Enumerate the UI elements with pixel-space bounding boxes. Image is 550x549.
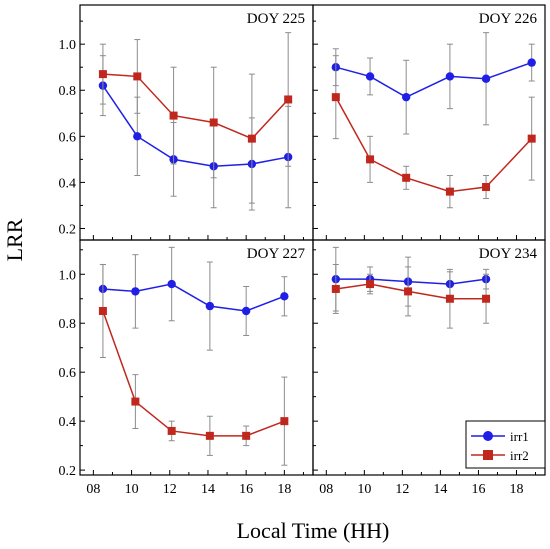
y-tick-label: 0.2 [59,464,77,479]
data-point [133,72,142,81]
panel-title: DOY 226 [479,11,538,27]
legend-item-irr2: irr2 [471,448,529,463]
data-point [280,417,289,426]
data-point [133,132,142,141]
data-point [209,118,218,127]
data-point [205,301,215,311]
series-line [335,61,532,99]
data-point [205,431,214,440]
series-irr1 [98,55,293,211]
panel-doy-234: DOY 234 08 10 12 14 16 18 [312,239,546,497]
x-tick-label: 08 [319,482,333,497]
y-tick-label: 0.8 [59,84,77,99]
data-point [280,292,289,301]
y-tick-label: 0.4 [59,176,77,191]
data-point [247,134,256,143]
panel-title: DOY 227 [247,246,306,262]
data-point [366,155,375,164]
data-point [98,306,107,315]
series-irr2 [98,263,289,466]
y-tick-label: 0.4 [59,415,77,430]
panel-title: DOY 225 [247,11,305,27]
legend-box [465,420,546,469]
legend-label: irr1 [510,429,529,444]
x-tick-label: 12 [163,482,177,497]
data-point [482,294,491,303]
data-point [527,134,536,143]
data-point [331,93,340,102]
data-point [482,183,491,192]
data-point [284,95,293,104]
series-irr1 [331,246,491,312]
data-point [169,111,178,120]
panel-doy-227: DOY 227 0.2 0.4 0.6 0.8 1.0 08 10 12 14 16 18 [59,239,314,497]
x-tick-label: 08 [86,482,100,497]
data-point [527,58,536,67]
series-line [102,310,285,437]
series-irr2 [331,263,491,329]
data-point [481,74,491,83]
series-irr1 [98,246,289,351]
legend: irr1 irr2 [465,420,546,469]
data-point [404,287,413,296]
series-line [102,85,289,168]
panel-frame [79,239,314,476]
data-point [242,431,251,440]
legend-item-irr1: irr1 [471,429,529,444]
data-point [131,287,140,296]
series-irr1 [331,32,536,135]
series-irr2 [98,32,293,204]
series-irr2 [331,55,536,209]
y-tick-label: 1.0 [59,268,77,283]
x-tick-label: 16 [239,482,253,497]
data-point [241,306,251,316]
data-point [445,294,454,303]
panel-title: DOY 234 [479,246,538,262]
panel-doy-225: DOY 225 0.2 0.4 0.6 0.8 1.0 [59,4,314,241]
x-tick-label: 10 [125,482,139,497]
x-tick-label: 14 [433,482,447,497]
series-line [335,96,533,193]
x-tick-label: 16 [471,482,485,497]
x-tick-label: 18 [509,482,523,497]
data-point [167,426,176,435]
panel-frame [79,4,314,241]
x-axis-title: Local Time (HH) [237,518,390,543]
data-point [402,173,411,182]
series-line [102,73,289,140]
y-tick-label: 0.8 [59,317,77,332]
x-tick-label: 18 [277,482,291,497]
data-point [401,92,411,102]
data-point [365,72,375,81]
data-point [445,72,455,81]
data-point [445,187,454,196]
data-point [98,70,107,79]
y-tick-label: 1.0 [59,38,77,53]
panels: DOY 225 0.2 0.4 0.6 0.8 1.0 DOY 226 DOY 227 0.2 0… [59,4,546,497]
x-tick-label: 14 [201,482,215,497]
data-point [131,397,140,406]
legend-marker [483,431,493,441]
data-point [366,280,375,289]
y-tick-label: 0.2 [59,222,77,237]
legend-label: irr2 [510,448,529,463]
panel-frame [312,239,546,476]
panel-frame [312,4,546,241]
panel-doy-226: DOY 226 [312,4,546,241]
y-tick-label: 0.6 [59,130,77,145]
x-tick-label: 12 [395,482,409,497]
y-tick-label: 0.6 [59,366,77,381]
x-tick-label: 10 [357,482,371,497]
data-point [167,279,176,289]
series-line [102,283,285,312]
data-point [331,284,340,293]
y-axis-title: LRR [2,218,27,261]
legend-marker [483,450,493,460]
